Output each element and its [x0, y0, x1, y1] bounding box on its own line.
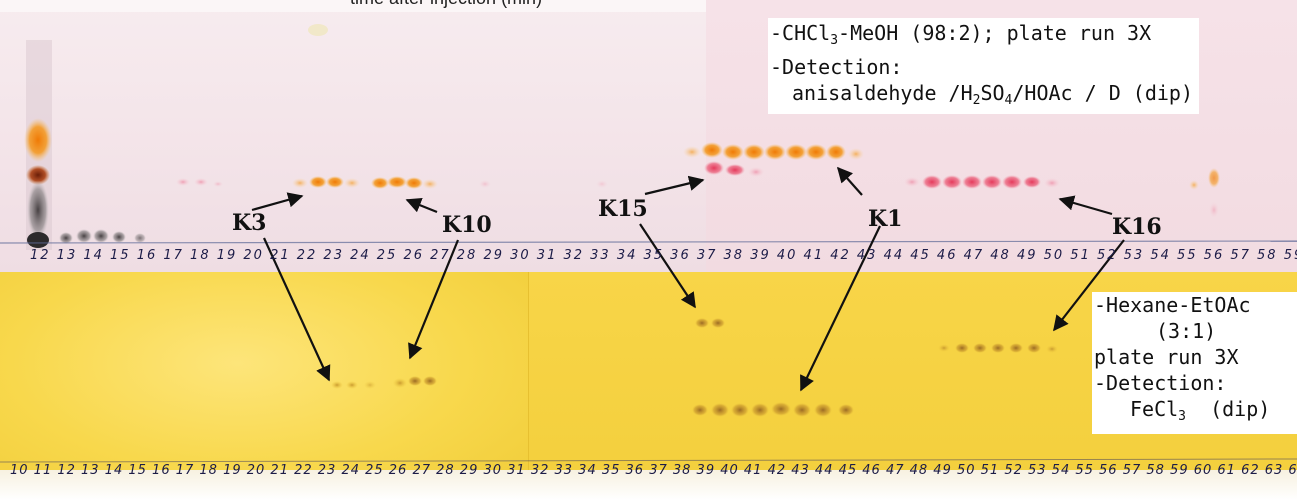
solvent-info-top-line2: -Detection:: [770, 55, 903, 79]
spots-k3-k10-bottom: [331, 376, 437, 389]
baseline-top: [0, 240, 1297, 244]
lane-numbers-bottom: 10 11 12 13 14 15 16 17 18 19 20 21 22 2…: [10, 463, 1297, 478]
solvent-info-bottom-line1: -Hexane-EtOAc: [1094, 293, 1251, 317]
spots-k15-k1-top: [683, 142, 864, 177]
label-k1: K1: [868, 206, 903, 232]
arrow-k16-top: [1058, 195, 1113, 216]
grey-spots: [59, 229, 146, 244]
arrow-k10-top: [405, 197, 438, 214]
plate-bottom-label-strip: [0, 470, 1297, 500]
solvent-info-bottom: -Hexane-EtOAc (3:1) plate run 3X -Detect…: [1092, 292, 1297, 434]
arrow-k3-bottom: [262, 237, 331, 382]
spot: [27, 180, 49, 240]
label-k15: K15: [598, 196, 648, 222]
label-k3: K3: [232, 210, 267, 236]
spots-k3-k10-top: [292, 176, 438, 189]
solvent-info-bottom-line2: (3:1): [1156, 319, 1217, 343]
figure-caption: time after injection (min): [350, 0, 542, 9]
label-k16: K16: [1112, 214, 1162, 240]
arrow-k1-bottom: [800, 225, 881, 392]
arrow-k1-top: [836, 166, 863, 196]
spots-k16-top: [904, 175, 1060, 189]
lane-numbers-top: 12 13 14 15 16 17 18 19 20 21 22 23 24 2…: [30, 248, 1297, 263]
spots-k16-bottom: [938, 343, 1058, 353]
solvent-info-top-line3: anisaldehyde /H2SO4/HOAc / D (dip): [792, 81, 1193, 108]
spot: [27, 232, 49, 248]
solvent-info-bottom-line5: FeCl3 (dip): [1130, 397, 1271, 424]
spots-k15-bottom: [695, 318, 725, 328]
pale-pink-spots: [176, 178, 223, 187]
arrow-k15-top: [644, 175, 705, 196]
baseline-bottom: [0, 458, 1297, 463]
lane-1-streak: [24, 40, 52, 250]
label-k10: K10: [442, 212, 492, 238]
arrow-k3-top: [251, 192, 304, 212]
arrow-k15-bottom: [639, 223, 696, 309]
spot: [24, 118, 52, 162]
solvent-info-top-line1: -CHCl3-MeOH (98:2); plate run 3X: [770, 21, 1152, 48]
spots-k1-bottom: [692, 402, 854, 417]
arrow-k10-bottom: [408, 239, 460, 360]
solvent-info-bottom-line4: -Detection:: [1094, 371, 1227, 395]
far-right-spots: [1189, 168, 1220, 218]
solvent-info-bottom-line3: plate run 3X: [1094, 345, 1239, 369]
spot: [26, 165, 50, 185]
arrow-k16-bottom: [1053, 239, 1125, 332]
annotation-arrows: [251, 166, 1125, 392]
solvent-info-top: -CHCl3-MeOH (98:2); plate run 3X -Detect…: [768, 18, 1199, 114]
faint-middle-spots: [308, 24, 608, 188]
